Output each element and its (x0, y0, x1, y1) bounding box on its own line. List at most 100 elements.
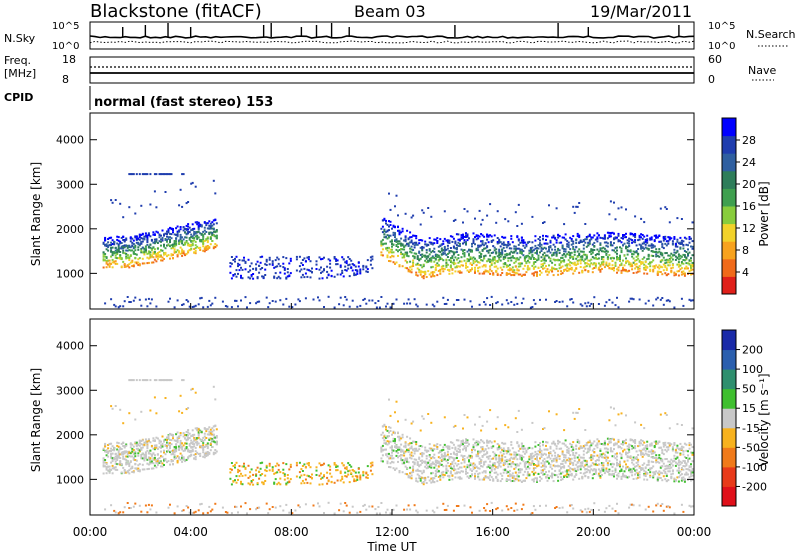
data-cell (289, 478, 292, 481)
data-cell (508, 272, 511, 275)
data-cell (608, 266, 611, 269)
data-cell (129, 255, 132, 257)
data-cell (584, 269, 587, 272)
data-cell (144, 173, 147, 176)
data-cell (190, 239, 193, 242)
data-cell (507, 241, 510, 243)
data-cell (194, 304, 197, 307)
data-cell (140, 249, 143, 252)
data-cell (486, 456, 489, 459)
data-cell (199, 246, 202, 249)
data-cell (603, 241, 606, 244)
data-cell (398, 233, 401, 236)
data-cell (160, 461, 162, 464)
data-cell (246, 512, 248, 515)
data-cell (688, 241, 691, 244)
data-cell (655, 250, 658, 253)
data-cell (646, 272, 649, 275)
data-cell (691, 299, 694, 302)
data-cell (135, 468, 138, 471)
data-cell (436, 448, 439, 450)
data-cell (436, 242, 439, 244)
data-cell (146, 236, 149, 239)
data-cell (437, 465, 440, 468)
data-cell (606, 242, 609, 245)
data-cell (120, 265, 123, 268)
data-cell (131, 237, 134, 240)
data-cell (194, 446, 197, 449)
data-cell (203, 250, 206, 253)
data-cell (517, 247, 520, 250)
data-cell (443, 453, 446, 456)
data-cell (156, 247, 159, 250)
data-cell (152, 452, 155, 455)
data-cell (617, 207, 620, 210)
data-cell (138, 469, 141, 472)
data-cell (433, 444, 436, 447)
data-cell (526, 254, 529, 257)
data-cell (596, 236, 599, 239)
data-cell (462, 458, 464, 461)
data-cell (606, 265, 609, 267)
data-cell (173, 245, 176, 248)
data-cell (486, 444, 489, 447)
data-cell (480, 233, 483, 235)
data-cell (486, 250, 489, 253)
data-cell (554, 237, 557, 240)
data-cell (398, 471, 401, 474)
data-cell (490, 262, 493, 265)
data-cell (286, 268, 289, 270)
data-cell (434, 258, 437, 261)
data-cell (129, 246, 132, 249)
data-cell (102, 459, 105, 462)
data-cell (303, 276, 306, 279)
data-cell (285, 503, 288, 506)
data-cell (462, 455, 464, 458)
data-cell (333, 512, 336, 515)
data-cell (652, 259, 655, 262)
data-cell (333, 463, 336, 466)
data-cell (555, 254, 558, 257)
data-cell (430, 241, 433, 244)
data-cell (333, 256, 336, 258)
data-cell (104, 259, 107, 262)
data-cell (181, 442, 184, 445)
data-cell (478, 461, 481, 464)
data-cell (345, 466, 348, 469)
data-cell (172, 228, 174, 230)
data-cell (202, 241, 205, 244)
data-cell (315, 466, 318, 469)
data-cell (477, 261, 480, 264)
data-cell (128, 173, 131, 176)
data-cell (291, 306, 294, 309)
data-cell (395, 238, 398, 241)
data-cell (169, 227, 171, 230)
data-cell (298, 270, 301, 273)
data-cell (677, 274, 680, 277)
data-cell (523, 256, 526, 259)
data-cell (466, 250, 469, 253)
data-cell (452, 467, 455, 470)
data-cell (187, 457, 190, 460)
data-cell (457, 265, 460, 268)
data-cell (437, 475, 440, 478)
data-cell (307, 258, 310, 261)
data-cell (215, 436, 218, 439)
data-cell (392, 449, 395, 452)
data-cell (588, 234, 591, 237)
data-cell (268, 263, 271, 266)
data-cell (430, 215, 433, 218)
data-cell (463, 445, 466, 448)
data-cell (167, 237, 170, 240)
data-cell (286, 275, 289, 278)
data-cell (351, 263, 354, 266)
data-cell (105, 449, 108, 452)
data-cell (197, 428, 200, 431)
data-cell (391, 251, 393, 254)
data-cell (146, 462, 149, 465)
data-cell (398, 232, 401, 235)
data-cell (143, 173, 146, 176)
data-cell (561, 245, 564, 248)
data-cell (407, 268, 410, 271)
data-cell (132, 505, 135, 508)
